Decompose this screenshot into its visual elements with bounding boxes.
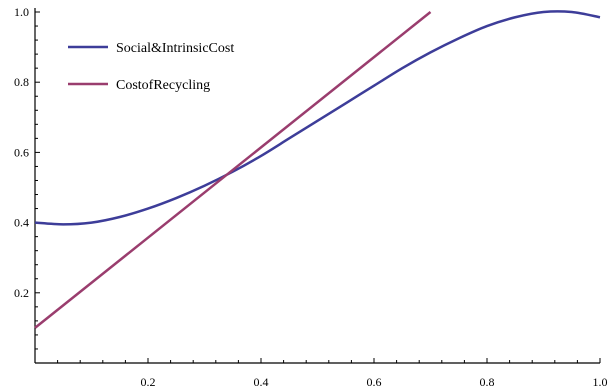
x-tick-label: 0.2 [141,375,156,389]
x-tick-label: 0.4 [254,375,269,389]
legend-label: Social&IntrinsicCost [116,41,234,56]
y-tick-label: 0.6 [14,145,29,159]
axes: 0.2 0.4 0.6 0.8 1.0 0.2 0.4 0.6 0.8 1.0 [14,5,608,389]
series-line-1 [34,11,432,329]
y-tick-label: 0.4 [14,216,29,230]
x-tick-label: 1.0 [593,375,608,389]
legend-label: CostofRecycling [116,78,210,93]
x-tick-label: 0.6 [367,375,382,389]
series-line-0 [34,10,601,226]
series-layer [34,10,601,329]
y-tick-label: 0.2 [14,286,29,300]
y-tick-label: 1.0 [14,5,29,19]
x-tick-label: 0.8 [480,375,495,389]
y-tick-label: 0.8 [14,75,29,89]
legend: Social&IntrinsicCost CostofRecycling [68,41,234,93]
